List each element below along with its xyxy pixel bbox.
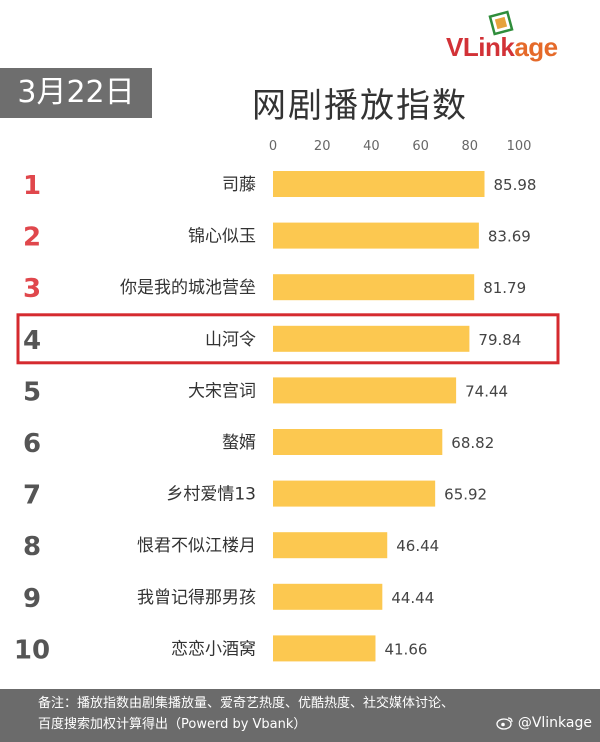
- watermark-text: @Vlinkage: [517, 715, 592, 731]
- x-tick-label: 100: [507, 139, 532, 154]
- value-label: 65.92: [444, 486, 487, 504]
- rank-number: 2: [23, 223, 41, 253]
- footer-note: 备注：播放指数由剧集播放量、爱奇艺热度、优酷热度、社交媒体讨论、 百度搜索加权计…: [0, 689, 600, 742]
- bar: [273, 274, 475, 301]
- weibo-watermark: @Vlinkage: [496, 713, 592, 734]
- value-label: 81.79: [483, 279, 526, 297]
- bar: [273, 480, 436, 507]
- category-label: 锦心似玉: [188, 227, 256, 247]
- bar: [273, 583, 383, 610]
- value-label: 44.44: [391, 589, 434, 607]
- rank-number: 10: [14, 635, 50, 665]
- weibo-icon: [496, 717, 513, 730]
- value-label: 68.82: [451, 434, 494, 452]
- x-tick-label: 80: [462, 139, 479, 154]
- footer-note-line2: 百度搜索加权计算得出（Powerd by Vbank）: [38, 717, 307, 732]
- bar: [273, 222, 479, 249]
- x-tick-label: 20: [314, 139, 331, 154]
- rank-number: 3: [23, 274, 41, 304]
- rank-number: 1: [23, 171, 41, 201]
- rank-number: 6: [23, 429, 41, 459]
- bar: [273, 429, 443, 455]
- date-badge: 3月22日: [0, 68, 152, 118]
- category-label: 恨君不似江楼月: [137, 536, 256, 556]
- bar: [273, 325, 470, 352]
- category-label: 大宋宫词: [188, 381, 256, 401]
- chart-title: 网剧播放指数: [252, 86, 468, 126]
- x-tick-label: 40: [363, 139, 380, 154]
- rank-number: 5: [23, 377, 41, 407]
- bar-chart: 0 20 40 60 80 100 1 司藤 85.98 2 锦心似玉 83.69 3 你是我的城池营垒 8…: [14, 139, 560, 665]
- category-label: 恋恋小酒窝: [171, 638, 256, 659]
- category-label: 乡村爱情13: [166, 485, 256, 505]
- bar: [273, 635, 376, 662]
- rank-number: 9: [23, 584, 41, 614]
- x-tick-label: 0: [269, 139, 277, 154]
- category-label: 螯婿: [222, 433, 256, 453]
- value-label: 46.44: [396, 537, 439, 555]
- value-label: 41.66: [384, 640, 427, 658]
- category-label: 司藤: [222, 175, 256, 195]
- highlight-box: [16, 313, 560, 365]
- vlinkage-logo: VLinkage: [446, 8, 596, 68]
- category-label: 你是我的城池营垒: [120, 278, 256, 298]
- bar: [273, 377, 457, 404]
- bar: [273, 171, 485, 197]
- rank-number: 7: [23, 481, 41, 511]
- bar: [273, 532, 388, 559]
- category-label: 我曾记得那男孩: [137, 588, 256, 608]
- logo-text: VLinkage: [446, 32, 558, 62]
- category-label: 山河令: [205, 330, 256, 350]
- value-label: 85.98: [494, 176, 537, 194]
- value-label: 74.44: [465, 382, 508, 400]
- value-label: 83.69: [488, 228, 531, 246]
- footer-note-line1: 备注：播放指数由剧集播放量、爱奇艺热度、优酷热度、社交媒体讨论、: [38, 696, 455, 711]
- value-label: 79.84: [478, 331, 521, 349]
- rank-number: 4: [23, 326, 41, 356]
- logo-mark-icon: [488, 10, 514, 36]
- rank-number: 8: [23, 532, 41, 562]
- x-tick-label: 60: [412, 139, 429, 154]
